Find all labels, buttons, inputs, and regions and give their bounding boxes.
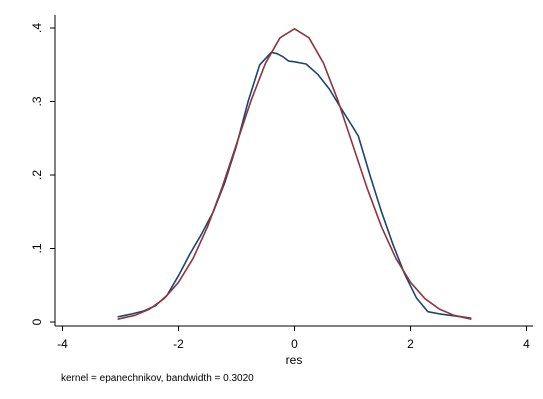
x-tick-label: 4 (523, 337, 530, 351)
x-tick-label: -4 (57, 337, 68, 351)
x-tick-label: 0 (291, 337, 298, 351)
y-tick-label: .2 (30, 170, 44, 180)
y-tick-label: .3 (30, 96, 44, 106)
normal-density-line (117, 27, 472, 320)
x-axis-label: res (286, 353, 303, 367)
y-tick-label: 0 (30, 318, 44, 325)
x-tick-label: 2 (407, 337, 414, 351)
x-tick-label: -2 (173, 337, 184, 351)
y-tick-label: .4 (30, 23, 44, 33)
axis-ticks: -4 -2 0 2 4 0 .1 .2 .3 .4 (30, 23, 530, 351)
kernel-density-line (117, 51, 472, 320)
y-tick-label: .1 (30, 243, 44, 253)
kernel-note: kernel = epanechnikov, bandwidth = 0.302… (61, 373, 254, 384)
density-lines (117, 27, 472, 320)
